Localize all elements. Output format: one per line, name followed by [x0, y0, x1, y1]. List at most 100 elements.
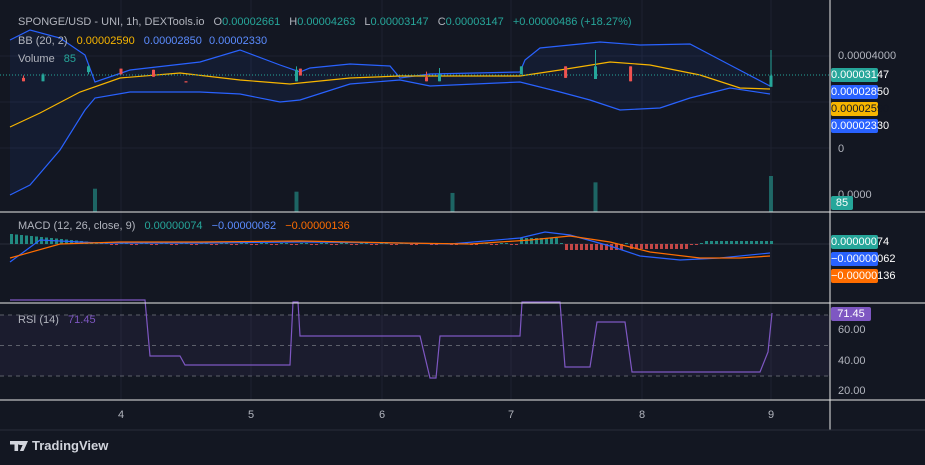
macd-hist-bar	[365, 243, 368, 244]
macd-hist-bar	[220, 243, 223, 244]
macd-hist-bar	[290, 244, 293, 245]
price-axis-label-top: 0.00004000	[838, 50, 897, 62]
macd-hist-bar	[360, 243, 363, 244]
high-label: H	[289, 16, 298, 28]
macd-hist-bar	[345, 243, 348, 244]
macd-hist-bar	[760, 241, 763, 244]
macd-hist-bar	[655, 244, 658, 249]
candle-body-9	[438, 74, 441, 82]
candle-body-3	[119, 68, 123, 75]
macd-hist-bar	[270, 244, 273, 245]
candle-body-11	[564, 66, 568, 78]
bb-fill-area	[10, 30, 770, 195]
price-axis-label-zero: 0	[838, 143, 845, 155]
macd-hist-bar	[385, 243, 388, 244]
macd-hist-bar	[305, 243, 308, 244]
bb-upper-value: 0.00002850	[143, 35, 202, 47]
time-tick-8: 8	[638, 409, 646, 421]
macd-hist-bar	[560, 243, 563, 244]
open-label: O	[213, 16, 223, 28]
candle-body-6	[295, 69, 298, 82]
volume-bar-3	[593, 182, 598, 212]
macd-hist-bar	[355, 244, 358, 245]
macd-hist-bar	[155, 244, 158, 245]
macd-hist-bar	[415, 244, 418, 245]
macd-hist-bar	[335, 244, 338, 245]
rsi-axis-label-40: 40.00	[838, 355, 866, 367]
volume-bar-0	[93, 188, 97, 212]
macd-hist-bar	[675, 244, 678, 249]
macd-hist-bar	[740, 241, 743, 244]
macd-hist-bar	[570, 244, 573, 250]
macd-signal-tag: −0.00000136	[831, 269, 896, 283]
macd-hist-bar	[410, 244, 413, 245]
bb-legend[interactable]: BB (20, 2) 0.00002590 0.00002850 0.00002…	[18, 35, 267, 47]
macd-hist-bar	[765, 241, 768, 244]
open-value: 0.00002661	[222, 16, 281, 28]
pane-separators	[0, 0, 925, 431]
macd-hist-bar	[530, 238, 533, 244]
macd-hist-bar	[225, 243, 228, 244]
macd-hist-bar	[500, 243, 503, 244]
macd-hist-bar	[600, 244, 603, 250]
candle-body-4	[152, 69, 155, 77]
macd-hist-bar	[230, 244, 233, 245]
rsi-pane	[0, 299, 830, 379]
macd-hist-bar	[370, 244, 373, 245]
tradingview-logo[interactable]: TradingView	[10, 438, 108, 453]
macd-hist-bar	[195, 244, 198, 245]
bb-basis-value: 0.00002590	[76, 35, 135, 47]
time-tick-7: 7	[507, 409, 515, 421]
close-value: 0.00003147	[445, 16, 504, 28]
close-label: C	[437, 16, 446, 28]
candle-body-0	[22, 77, 25, 82]
macd-hist-bar	[555, 238, 558, 244]
symbol-title: SPONGE/USD - UNI, 1h, DEXTools.io	[18, 16, 205, 28]
macd-hist-bar	[690, 244, 693, 245]
macd-hist-bar	[540, 238, 543, 244]
macd-pane	[0, 231, 830, 263]
macd-hist-bar	[745, 241, 748, 244]
macd-hist-bar	[665, 244, 668, 249]
candle-body-7	[298, 68, 302, 76]
macd-hist-bar	[10, 234, 13, 244]
candle-body-5	[184, 81, 188, 83]
macd-hist-bar	[605, 244, 608, 250]
candle-body-8	[425, 77, 428, 82]
macd-hist-bar	[310, 244, 313, 245]
macd-hist-bar	[630, 244, 633, 249]
rsi-legend[interactable]: RSI (14) 71.45	[18, 314, 96, 326]
macd-hist-bar	[275, 244, 278, 245]
macd-hist-bar	[580, 244, 583, 250]
candle-body-10	[519, 66, 523, 75]
macd-hist-bar	[590, 244, 593, 250]
volume-bar-4	[769, 176, 773, 212]
macd-hist-bar	[435, 244, 438, 245]
macd-hist-bar	[725, 241, 728, 244]
macd-hist-bar	[535, 238, 538, 244]
rsi-tag: 71.45	[831, 307, 871, 321]
volume-bar-1	[294, 191, 299, 212]
macd-hist-bar	[245, 243, 248, 244]
volume-label: Volume	[18, 53, 55, 65]
macd-hist-value: 0.00000074	[144, 220, 203, 232]
macd-hist-bar	[645, 244, 648, 249]
bb-label: BB (20, 2)	[18, 35, 68, 47]
macd-hist-bar	[640, 244, 643, 249]
macd-hist-bar	[625, 243, 628, 244]
macd-hist-bar	[390, 244, 393, 245]
macd-hist-bar	[240, 243, 243, 244]
low-value: 0.00003147	[370, 16, 429, 28]
high-value: 0.00004263	[297, 16, 356, 28]
macd-hist-tag: 0.00000074	[831, 235, 890, 249]
candle-body-14	[769, 75, 773, 87]
volume-legend[interactable]: Volume 85	[18, 53, 76, 65]
volume-value: 85	[63, 53, 77, 65]
macd-legend[interactable]: MACD (12, 26, close, 9) 0.00000074 −0.00…	[18, 220, 350, 232]
macd-hist-bar	[35, 236, 38, 244]
macd-hist-bar	[730, 241, 733, 244]
macd-hist-bar	[320, 243, 323, 244]
bollinger-band-fill	[0, 29, 830, 196]
time-tick-9: 9	[767, 409, 775, 421]
